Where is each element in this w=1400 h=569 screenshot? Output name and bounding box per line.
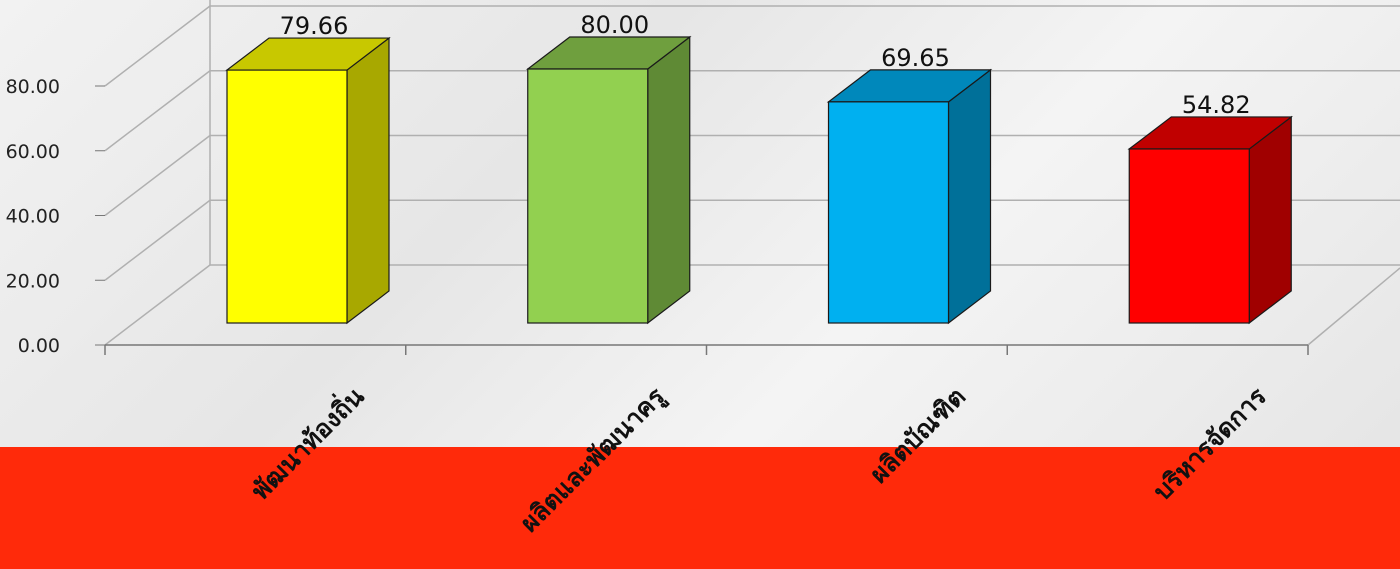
bar (225, 36, 391, 325)
gridline-side (104, 199, 211, 281)
category-label: บริหารจัดการ (1148, 381, 1273, 506)
data-label: 79.66 (280, 12, 349, 40)
bar-front-face (226, 69, 348, 324)
gridline-side (104, 5, 211, 87)
bar (826, 68, 993, 325)
bar-side-face (1248, 115, 1292, 325)
bar-side-face (346, 36, 390, 325)
category-label: ผลิตและพัฒนาครู (515, 381, 673, 539)
x-axis-ticks (104, 345, 1309, 355)
gridline-side (104, 70, 211, 152)
bar (1127, 115, 1294, 325)
bar (525, 35, 692, 325)
bar-front-face (827, 101, 950, 324)
bar-front-face (527, 68, 649, 324)
data-label: 54.82 (1182, 91, 1251, 119)
bar-front-face (1128, 148, 1250, 324)
bar-side-face (947, 68, 992, 325)
chart-bars (225, 35, 1294, 325)
category-label: พัฒนาท้องถิ่น (244, 380, 370, 506)
red-footer-band (0, 447, 1400, 569)
y-axis-tick-labels: 0.00 20.00 40.00 60.00 80.00 (6, 76, 60, 357)
gridline-side (104, 264, 211, 346)
y-tick-label: 80.00 (6, 76, 60, 98)
chart-gridlines (95, 0, 1400, 346)
y-tick-label: 0.00 (18, 335, 60, 357)
floor-edge (1307, 267, 1400, 346)
data-label: 80.00 (580, 11, 649, 39)
data-label: 69.65 (881, 44, 950, 72)
category-label: ผลิตบัณฑิต (864, 382, 971, 489)
y-tick-label: 40.00 (6, 206, 60, 228)
bar-side-face (647, 35, 691, 325)
category-labels: พัฒนาท้องถิ่น ผลิตและพัฒนาครู ผลิตบัณฑิต บร… (244, 380, 1273, 539)
y-tick-label: 20.00 (6, 270, 60, 292)
gridline-side (104, 134, 211, 217)
y-tick-label: 60.00 (6, 141, 60, 163)
data-labels: 79.66 80.00 69.65 54.82 (280, 11, 1251, 119)
